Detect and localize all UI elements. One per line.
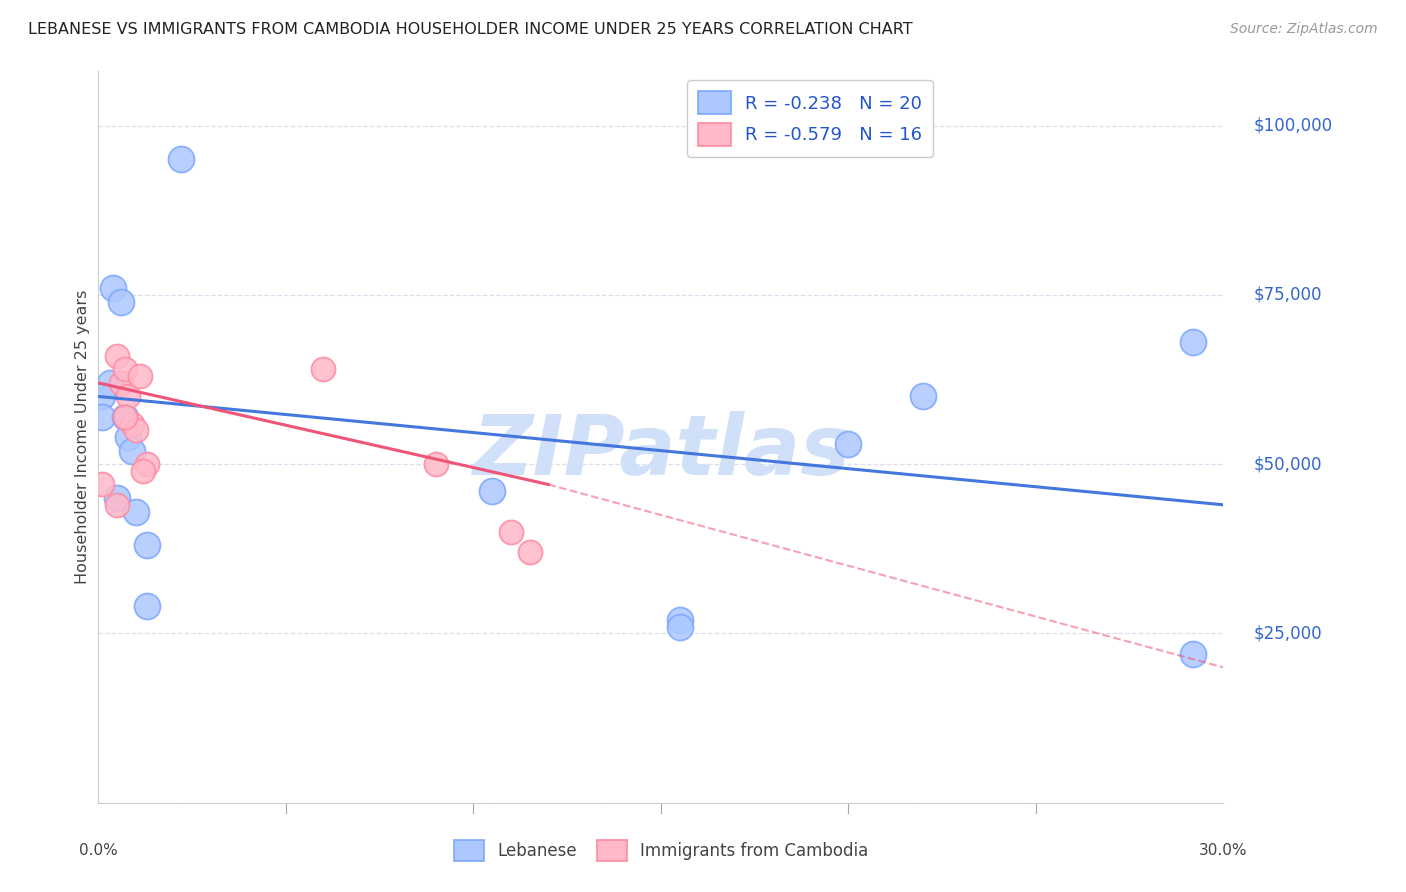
Point	[132, 464, 155, 478]
Point	[103, 281, 125, 295]
Point	[98, 376, 121, 390]
Point	[91, 409, 114, 424]
Point	[105, 498, 128, 512]
Point	[114, 409, 136, 424]
Point	[117, 389, 139, 403]
Point	[1182, 647, 1205, 661]
Point	[425, 457, 447, 471]
Text: $50,000: $50,000	[1253, 455, 1322, 473]
Text: $100,000: $100,000	[1253, 117, 1333, 135]
Point	[125, 505, 148, 519]
Point	[668, 620, 690, 634]
Text: ZIPatlas: ZIPatlas	[472, 411, 849, 492]
Text: Source: ZipAtlas.com: Source: ZipAtlas.com	[1230, 22, 1378, 37]
Point	[481, 484, 503, 499]
Point	[519, 545, 541, 559]
Point	[114, 409, 136, 424]
Text: 30.0%: 30.0%	[1199, 844, 1247, 858]
Point	[110, 376, 132, 390]
Point	[136, 599, 159, 614]
Point	[499, 524, 522, 539]
Point	[121, 417, 143, 431]
Point	[128, 369, 150, 384]
Point	[912, 389, 935, 403]
Y-axis label: Householder Income Under 25 years: Householder Income Under 25 years	[75, 290, 90, 584]
Point	[125, 423, 148, 437]
Text: 0.0%: 0.0%	[79, 844, 118, 858]
Point	[136, 538, 159, 552]
Point	[136, 457, 159, 471]
Text: $75,000: $75,000	[1253, 285, 1322, 304]
Point	[91, 389, 114, 403]
Point	[312, 362, 335, 376]
Text: $25,000: $25,000	[1253, 624, 1322, 642]
Point	[117, 430, 139, 444]
Point	[114, 362, 136, 376]
Point	[121, 443, 143, 458]
Legend: Lebanese, Immigrants from Cambodia: Lebanese, Immigrants from Cambodia	[447, 833, 875, 868]
Point	[110, 294, 132, 309]
Point	[170, 153, 193, 167]
Point	[105, 349, 128, 363]
Point	[837, 437, 859, 451]
Point	[668, 613, 690, 627]
Text: LEBANESE VS IMMIGRANTS FROM CAMBODIA HOUSEHOLDER INCOME UNDER 25 YEARS CORRELATI: LEBANESE VS IMMIGRANTS FROM CAMBODIA HOU…	[28, 22, 912, 37]
Point	[105, 491, 128, 505]
Point	[1182, 335, 1205, 350]
Point	[91, 477, 114, 491]
